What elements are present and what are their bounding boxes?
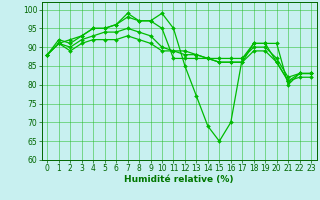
X-axis label: Humidité relative (%): Humidité relative (%) bbox=[124, 175, 234, 184]
